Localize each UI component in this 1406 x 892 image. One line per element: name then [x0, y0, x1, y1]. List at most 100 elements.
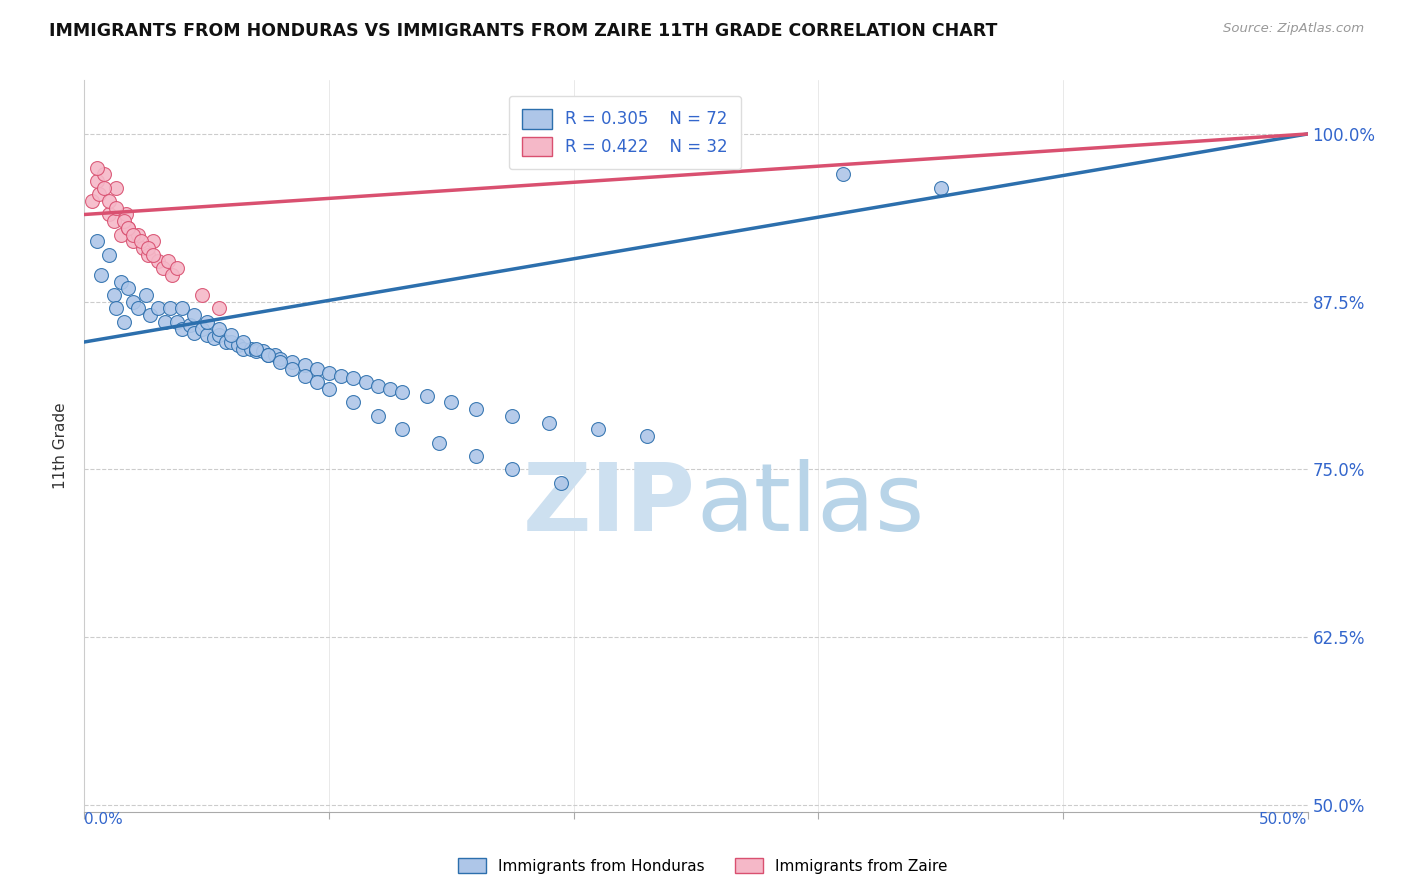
Point: [97, 248, 120, 262]
Point: [330, 368, 353, 383]
Point: [142, 248, 165, 262]
Point: [305, 376, 328, 390]
Point: [502, 462, 524, 476]
Point: [252, 344, 274, 359]
Point: [281, 361, 304, 376]
Point: [202, 331, 225, 345]
Point: [636, 429, 658, 443]
Point: [245, 342, 267, 356]
Point: [179, 318, 201, 332]
Point: [586, 422, 609, 436]
Point: [86, 235, 108, 249]
Point: [464, 449, 486, 463]
Y-axis label: 11th Grade: 11th Grade: [53, 402, 69, 490]
Text: ZIP: ZIP: [523, 458, 696, 550]
Point: [257, 348, 280, 362]
Point: [136, 248, 159, 262]
Point: [239, 342, 262, 356]
Point: [215, 334, 238, 349]
Point: [93, 180, 115, 194]
Point: [103, 288, 125, 302]
Point: [354, 376, 377, 390]
Point: [294, 358, 316, 372]
Text: IMMIGRANTS FROM HONDURAS VS IMMIGRANTS FROM ZAIRE 11TH GRADE CORRELATION CHART: IMMIGRANTS FROM HONDURAS VS IMMIGRANTS F…: [49, 22, 998, 40]
Point: [245, 344, 267, 359]
Point: [110, 275, 132, 289]
Point: [153, 315, 176, 329]
Point: [264, 348, 287, 362]
Point: [115, 207, 138, 221]
Text: 0.0%: 0.0%: [84, 812, 124, 827]
Point: [159, 301, 181, 316]
Point: [117, 281, 139, 295]
Point: [208, 321, 231, 335]
Point: [117, 221, 139, 235]
Point: [427, 435, 450, 450]
Point: [416, 389, 439, 403]
Point: [183, 326, 205, 340]
Point: [129, 235, 152, 249]
Text: 50.0%: 50.0%: [1260, 812, 1308, 827]
Point: [367, 379, 389, 393]
Point: [367, 409, 389, 423]
Point: [269, 352, 291, 367]
Point: [342, 371, 364, 385]
Text: Source: ZipAtlas.com: Source: ZipAtlas.com: [1223, 22, 1364, 36]
Point: [232, 334, 254, 349]
Point: [105, 201, 128, 215]
Point: [440, 395, 463, 409]
Point: [318, 366, 340, 380]
Point: [90, 268, 112, 282]
Point: [380, 382, 402, 396]
Point: [195, 315, 218, 329]
Point: [105, 180, 128, 194]
Point: [122, 294, 145, 309]
Point: [166, 261, 188, 276]
Point: [103, 214, 125, 228]
Point: [127, 301, 149, 316]
Point: [305, 361, 328, 376]
Point: [139, 308, 162, 322]
Point: [105, 301, 128, 316]
Point: [172, 301, 194, 316]
Point: [208, 328, 231, 343]
Point: [208, 301, 231, 316]
Point: [281, 355, 304, 369]
Point: [132, 241, 155, 255]
Point: [219, 334, 242, 349]
Point: [502, 409, 524, 423]
Point: [342, 395, 364, 409]
Point: [122, 235, 145, 249]
Point: [112, 315, 135, 329]
Point: [110, 227, 132, 242]
Point: [318, 382, 340, 396]
Point: [93, 167, 115, 181]
Point: [195, 328, 218, 343]
Point: [219, 328, 242, 343]
Point: [166, 315, 188, 329]
Point: [87, 187, 110, 202]
Point: [97, 207, 120, 221]
Point: [97, 194, 120, 208]
Point: [191, 288, 214, 302]
Point: [550, 475, 572, 490]
Point: [464, 402, 486, 417]
Text: atlas: atlas: [696, 458, 924, 550]
Legend: R = 0.305    N = 72, R = 0.422    N = 32: R = 0.305 N = 72, R = 0.422 N = 32: [509, 96, 741, 169]
Point: [146, 254, 169, 268]
Point: [152, 261, 174, 276]
Point: [929, 180, 952, 194]
Point: [391, 422, 413, 436]
Point: [122, 227, 145, 242]
Point: [127, 227, 149, 242]
Point: [117, 221, 139, 235]
Point: [142, 235, 165, 249]
Point: [191, 321, 214, 335]
Point: [146, 301, 169, 316]
Point: [112, 214, 135, 228]
Point: [135, 288, 157, 302]
Point: [86, 174, 108, 188]
Point: [269, 355, 291, 369]
Point: [538, 416, 561, 430]
Point: [391, 384, 413, 399]
